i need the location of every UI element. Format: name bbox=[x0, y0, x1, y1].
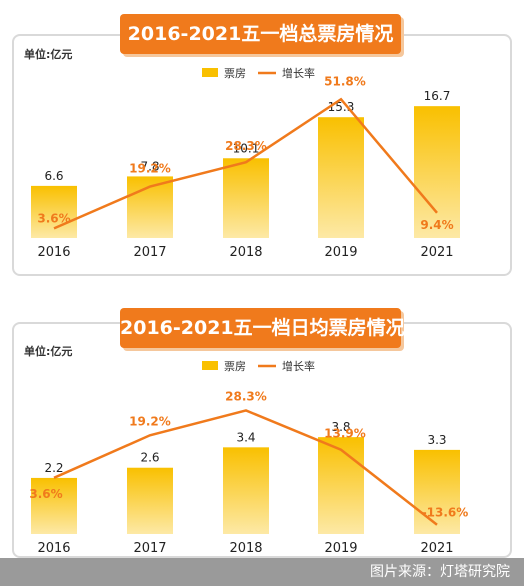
bar-2018 bbox=[223, 447, 269, 534]
growth-label-2017: 19.2% bbox=[129, 162, 171, 176]
bar-2019 bbox=[318, 437, 364, 534]
bar-value-label-2016: 6.6 bbox=[44, 169, 63, 183]
growth-label-2019: 13.9% bbox=[324, 427, 366, 441]
legend-label-bar: 票房 bbox=[224, 67, 246, 80]
image-source-footer: 图片来源：灯塔研究院 bbox=[0, 558, 524, 586]
x-tick-label-2017: 2017 bbox=[133, 541, 166, 556]
growth-label-2017: 19.2% bbox=[129, 414, 171, 428]
bar-2016 bbox=[31, 185, 77, 238]
bar-value-label-2021: 16.7 bbox=[424, 89, 451, 103]
chart-title-daily: 2016-2021五一档日均票房情况 bbox=[120, 308, 405, 348]
x-tick-label-2016: 2016 bbox=[37, 245, 70, 260]
chart-title-total: 2016-2021五一档总票房情况 bbox=[120, 14, 401, 54]
legend: 票房 增长率 bbox=[202, 359, 315, 373]
x-tick-label-2021: 2021 bbox=[420, 245, 453, 260]
x-tick-label-2019: 2019 bbox=[324, 245, 357, 260]
bar-2021 bbox=[414, 106, 460, 238]
bar-value-label-2016: 2.2 bbox=[44, 461, 63, 475]
legend-swatch-bar bbox=[202, 361, 218, 370]
legend: 票房 增长率 bbox=[202, 66, 315, 80]
chart-svg-2: 票房 增长率 2.2 2.6 3.4 3.8 3.3 2016 2017 2018 2019 2021… bbox=[29, 359, 469, 556]
legend-swatch-bar bbox=[202, 68, 218, 77]
x-tick-label-2021: 2021 bbox=[420, 541, 453, 556]
bar-2016 bbox=[31, 477, 77, 534]
bar-value-label-2017: 7.8 bbox=[140, 159, 159, 173]
x-tick-label-2019: 2019 bbox=[324, 541, 357, 556]
bar-2018 bbox=[223, 158, 269, 238]
bar-value-label-2019: 3.8 bbox=[331, 420, 350, 434]
growth-rate-line bbox=[53, 97, 438, 230]
bar-value-label-2021: 3.3 bbox=[427, 433, 446, 447]
x-tick-label-2018: 2018 bbox=[229, 245, 262, 260]
growth-label-2018: 28.3% bbox=[225, 389, 267, 403]
growth-label-2016: 3.6% bbox=[37, 211, 70, 225]
legend-label-bar: 票房 bbox=[224, 360, 246, 373]
bar-value-label-2018: 10.1 bbox=[233, 141, 260, 155]
growth-label-2016: 3.6% bbox=[29, 487, 62, 501]
growth-label-2018: 28.3% bbox=[225, 139, 267, 153]
growth-label-2021: 9.4% bbox=[420, 218, 453, 232]
growth-label-2019: 51.8% bbox=[324, 74, 366, 88]
bar-value-label-2017: 2.6 bbox=[140, 451, 159, 465]
bar-value-label-2018: 3.4 bbox=[236, 430, 255, 444]
growth-label-2021: -13.6% bbox=[422, 506, 469, 520]
x-tick-label-2016: 2016 bbox=[37, 541, 70, 556]
bar-2021 bbox=[414, 449, 460, 534]
legend-label-line: 增长率 bbox=[282, 359, 315, 373]
x-tick-label-2018: 2018 bbox=[229, 541, 262, 556]
unit-label-daily: 单位:亿元 bbox=[24, 345, 73, 358]
bar-2019 bbox=[318, 117, 364, 238]
growth-rate-line bbox=[53, 409, 438, 526]
x-tick-label-2017: 2017 bbox=[133, 245, 166, 260]
unit-label-total: 单位:亿元 bbox=[24, 48, 73, 61]
bar-2017 bbox=[127, 467, 173, 534]
legend-label-line: 增长率 bbox=[282, 66, 315, 80]
